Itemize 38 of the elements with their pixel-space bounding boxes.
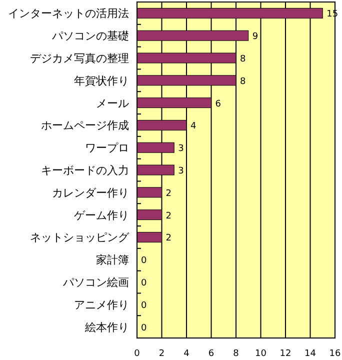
y-tick-label: ネットショッピング bbox=[30, 231, 130, 244]
x-tick-label: 16 bbox=[329, 349, 341, 359]
x-tick-label: 10 bbox=[255, 349, 267, 359]
data-label: 0 bbox=[141, 300, 147, 311]
y-tick-label: デジカメ写真の整理 bbox=[30, 52, 129, 65]
data-label: 0 bbox=[141, 256, 147, 266]
data-label: 2 bbox=[166, 234, 172, 244]
data-label: 8 bbox=[240, 76, 246, 87]
data-label: 3 bbox=[178, 144, 184, 154]
y-tick-label: ワープロ bbox=[85, 142, 129, 155]
x-tick-label: 0 bbox=[134, 349, 140, 359]
x-tick-label: 14 bbox=[304, 349, 316, 359]
y-tick-label: ゲーム作り bbox=[74, 208, 129, 222]
data-label: 8 bbox=[240, 54, 246, 64]
y-tick-label: ホームページ作成 bbox=[41, 119, 129, 132]
data-label: 2 bbox=[166, 211, 172, 222]
x-tick-label: 8 bbox=[233, 349, 240, 359]
y-tick-label: 年賀状作り bbox=[74, 74, 129, 88]
y-tick-label: カレンダー作り bbox=[52, 186, 129, 200]
y-tick-label: パソコンの基礎 bbox=[51, 30, 129, 43]
y-tick-label: 絵本作り bbox=[84, 320, 129, 334]
data-label: 2 bbox=[166, 188, 172, 199]
x-tick-label: 4 bbox=[184, 349, 190, 359]
data-label: 4 bbox=[190, 122, 196, 132]
x-tick-label: 6 bbox=[208, 349, 214, 359]
y-tick-label: パソコン絵画 bbox=[62, 276, 129, 289]
data-label: 6 bbox=[215, 99, 222, 110]
data-label: 9 bbox=[252, 32, 258, 42]
data-label: 3 bbox=[178, 166, 184, 176]
y-tick-label: インターネットの活用法 bbox=[8, 7, 129, 20]
y-tick-label: キーボードの入力 bbox=[41, 164, 129, 177]
y-tick-label: メール bbox=[96, 96, 129, 110]
y-tick-label: アニメ作り bbox=[74, 298, 129, 312]
x-tick-label: 2 bbox=[158, 349, 165, 359]
y-tick-label: 家計簿 bbox=[96, 254, 129, 267]
data-label: 0 bbox=[141, 278, 147, 288]
data-label: 0 bbox=[141, 323, 147, 334]
x-tick-label: 12 bbox=[280, 349, 292, 359]
